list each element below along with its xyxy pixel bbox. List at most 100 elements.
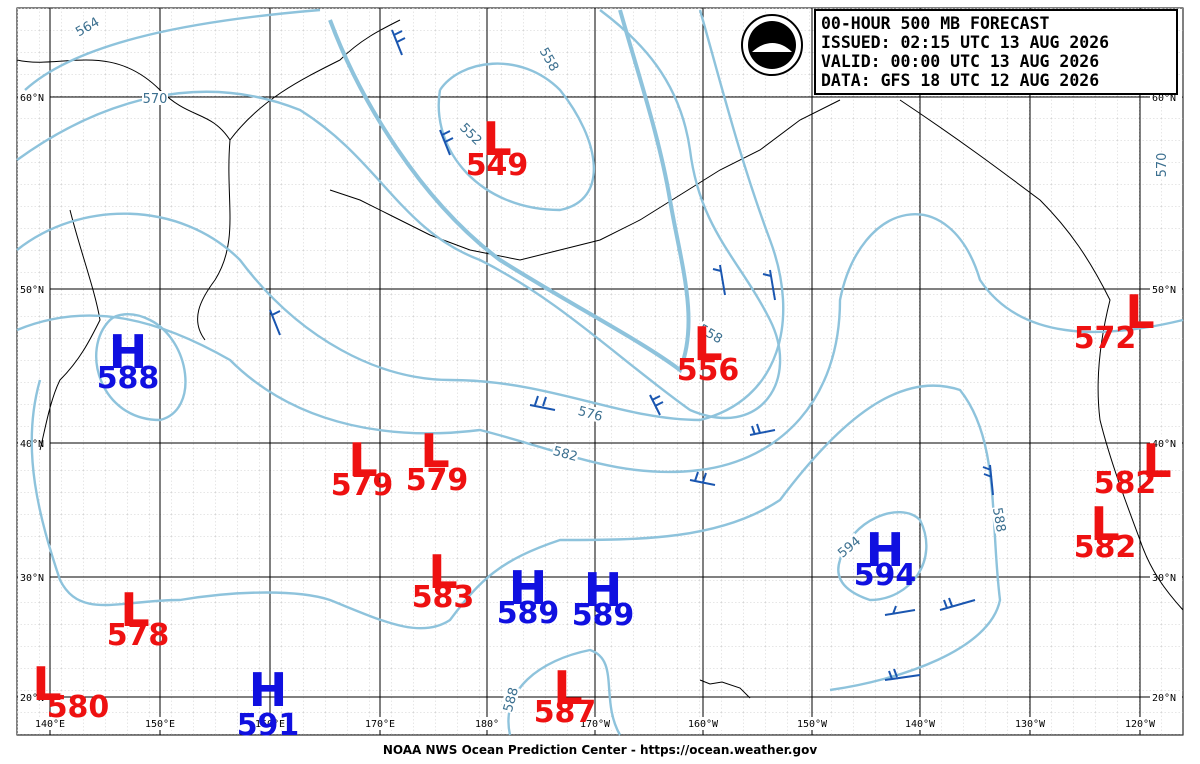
center-value: 580 — [47, 690, 110, 725]
contours — [16, 8, 1184, 736]
label-bg — [1154, 152, 1168, 178]
title-line: VALID: 00:00 UTC 13 AUG 2026 — [821, 52, 1099, 71]
wind-barbs — [269, 29, 994, 681]
center-letter: H — [249, 663, 288, 717]
title-line: DATA: GFS 18 UTC 12 AUG 2026 — [821, 71, 1099, 90]
center-value: 589 — [572, 598, 635, 633]
label-bg — [250, 717, 290, 730]
label-bg — [18, 91, 50, 103]
latitude-label: 20°N — [1152, 693, 1176, 704]
center-value: 589 — [497, 596, 560, 631]
longitude-label: 180° — [475, 719, 499, 730]
center-letter: H — [866, 523, 905, 577]
contour-label: 582 — [551, 444, 579, 465]
center-value: 582 — [1094, 466, 1157, 501]
label-bg — [360, 717, 400, 730]
longitude-label: 160°E — [255, 719, 285, 730]
longitude-label: 150°W — [797, 719, 828, 730]
longitude-label: 170°W — [580, 719, 611, 730]
center-value: 582 — [1074, 530, 1137, 565]
title-line: ISSUED: 02:15 UTC 13 AUG 2026 — [821, 33, 1109, 52]
label-bg — [1150, 571, 1182, 583]
center-value: 579 — [331, 468, 394, 503]
center-value: 583 — [412, 580, 475, 615]
center-letter: H — [109, 325, 148, 379]
label-bg — [18, 283, 50, 295]
longitude-label: 120°W — [1125, 719, 1156, 730]
center-letter: H — [509, 561, 548, 615]
label-bg — [467, 717, 507, 730]
label-bg — [990, 505, 1010, 534]
label-bg — [18, 571, 50, 583]
label-bg — [1010, 717, 1050, 730]
center-letter: L — [1142, 434, 1171, 488]
label-bg — [499, 685, 521, 714]
contour-label: 576 — [576, 404, 604, 425]
label-bg — [576, 402, 605, 424]
longitude-label: 150°E — [145, 719, 175, 730]
center-letter: L — [1090, 497, 1119, 551]
center-letter: L — [482, 112, 511, 166]
contour-label: 570 — [143, 92, 168, 107]
title-box — [814, 9, 1178, 95]
center-letter: H — [584, 563, 623, 617]
label-bg — [834, 532, 864, 561]
longitude-label: 170°E — [365, 719, 395, 730]
noaa-logo — [741, 14, 803, 76]
coastlines — [16, 19, 1184, 699]
label-bg — [457, 119, 486, 148]
center-letter: L — [120, 583, 149, 637]
latitude-label: 60°N — [1152, 93, 1176, 104]
center-letter: L — [1125, 285, 1154, 339]
longitude-label: 130°W — [1015, 719, 1046, 730]
latitude-label: 30°N — [1152, 573, 1176, 584]
longitude-label: 140°E — [35, 719, 65, 730]
label-bg — [537, 44, 563, 74]
label-bg — [792, 717, 832, 730]
title-line: 00-HOUR 500 MB FORECAST — [821, 14, 1050, 33]
center-letter: L — [428, 545, 457, 599]
latitude-label: 20°N — [20, 693, 44, 704]
center-value: 588 — [97, 361, 160, 396]
center-value: 578 — [107, 618, 170, 653]
center-letter: L — [693, 317, 722, 371]
label-bg — [551, 442, 580, 464]
label-bg — [696, 320, 726, 346]
label-bg — [140, 717, 180, 730]
label-bg — [72, 13, 102, 39]
longitude-label: 160°W — [688, 719, 719, 730]
center-letter: L — [420, 424, 449, 478]
fine-grid — [17, 8, 1183, 735]
label-bg — [900, 717, 940, 730]
latitude-label: 50°N — [20, 285, 44, 296]
label-bg — [1150, 437, 1182, 449]
center-value: 579 — [406, 463, 469, 498]
footer: NOAA NWS Ocean Prediction Center - https… — [383, 743, 817, 757]
label-bg — [30, 717, 70, 730]
contour-label: 588 — [989, 506, 1008, 533]
contour-label: 588 — [501, 686, 522, 714]
label-bg — [1120, 717, 1160, 730]
center-value: 556 — [677, 353, 740, 388]
center-value: 572 — [1074, 321, 1137, 356]
label-bg — [683, 717, 723, 730]
contour-label: 570 — [1155, 153, 1170, 178]
latitude-label: 50°N — [1152, 285, 1176, 296]
latitude-label: 60°N — [20, 93, 44, 104]
center-letter: L — [348, 433, 377, 487]
center-value: 591 — [237, 708, 300, 743]
latitude-label: 40°N — [1152, 439, 1176, 450]
latitude-label: 30°N — [20, 573, 44, 584]
center-letter: L — [32, 657, 61, 711]
center-value: 587 — [534, 695, 597, 730]
label-bg — [18, 691, 50, 703]
label-bg — [575, 717, 615, 730]
label-bg — [1150, 691, 1182, 703]
longitude-label: 140°W — [905, 719, 936, 730]
center-value: 549 — [466, 148, 529, 183]
center-value: 594 — [854, 558, 917, 593]
center-letter: L — [553, 661, 582, 715]
